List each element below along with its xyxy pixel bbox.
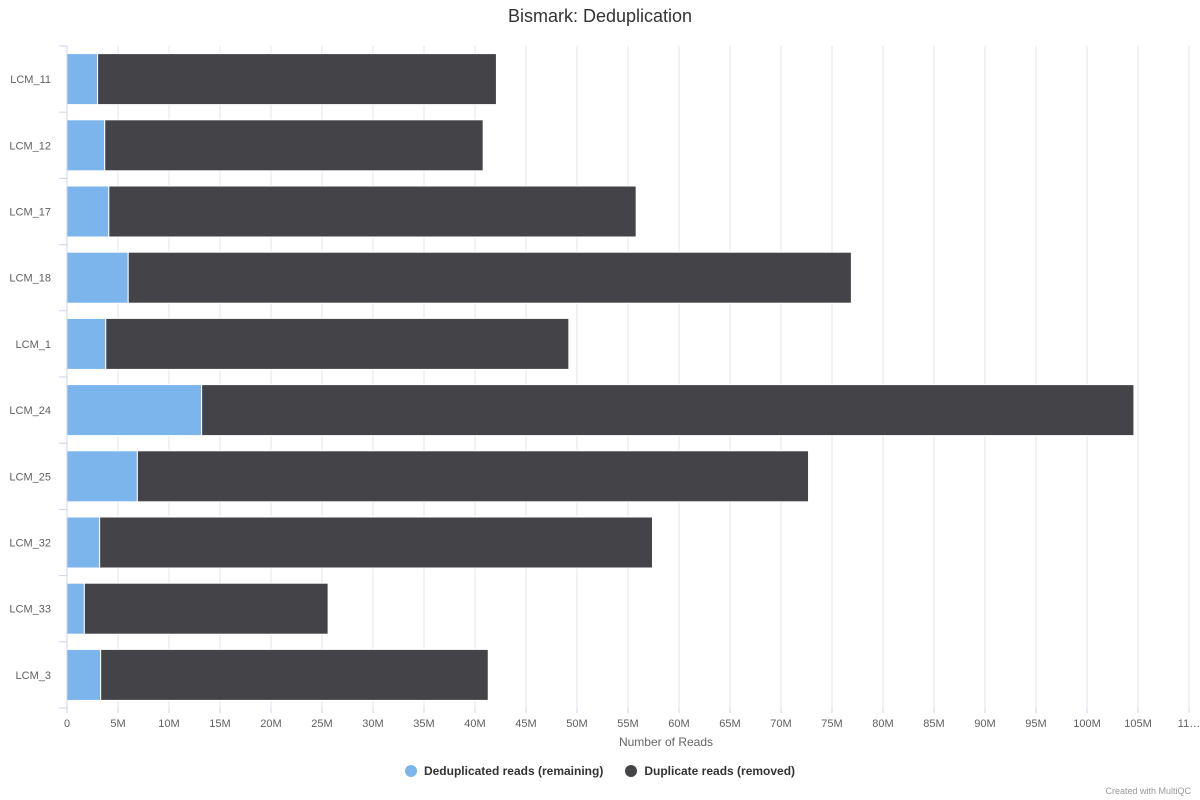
y-tick-label: LCM_32 [9, 538, 51, 550]
bar-duplicate [100, 648, 489, 701]
x-tick-label: 0 [64, 718, 70, 730]
bar-duplicate [83, 582, 329, 635]
y-tick-label: LCM_1 [16, 339, 51, 351]
x-tick-label: 95M [1025, 718, 1046, 730]
x-tick-label: 80M [872, 718, 893, 730]
y-tick-label: LCM_24 [9, 405, 51, 417]
y-tick-label: LCM_25 [9, 471, 51, 483]
y-tick-label: LCM_18 [9, 273, 51, 285]
legend-label-duplicate: Duplicate reads (removed) [644, 764, 796, 778]
bar-deduplicated [66, 516, 101, 569]
bar-deduplicated [66, 648, 102, 701]
y-tick-label: LCM_17 [9, 207, 51, 219]
bar-deduplicated [66, 185, 110, 238]
axis-labels: 0 5M 10M 15M 20M 25M 30M 35M 40M 45M 50M 55M 60M 65M 7… [9, 74, 1200, 749]
x-tick-label: 75M [821, 718, 842, 730]
x-tick-label: 70M [770, 718, 791, 730]
x-tick-label: 85M [923, 718, 944, 730]
bar-deduplicated [66, 251, 129, 304]
bar-duplicate [97, 53, 497, 106]
x-tick-label: 40M [464, 718, 485, 730]
grid-lines [117, 46, 1190, 708]
x-tick-label: 25M [311, 718, 332, 730]
bar-deduplicated [66, 119, 106, 172]
bar-deduplicated [66, 582, 85, 635]
x-tick-label: 5M [110, 718, 125, 730]
x-tick-label: 60M [668, 718, 689, 730]
axes [59, 45, 1190, 713]
x-tick-label: 65M [719, 718, 740, 730]
bar-duplicate [105, 317, 570, 370]
y-tick-label: LCM_33 [9, 604, 51, 616]
legend: Deduplicated reads (remaining) Duplicate… [0, 764, 1200, 778]
x-tick-label: 55M [617, 718, 638, 730]
legend-item-deduplicated[interactable]: Deduplicated reads (remaining) [404, 764, 604, 778]
bar-duplicate [127, 251, 852, 304]
x-tick-label: 100M [1073, 718, 1101, 730]
bar-duplicate [104, 119, 484, 172]
x-tick-label: 105M [1124, 718, 1152, 730]
y-tick-label: LCM_12 [9, 140, 51, 152]
bar-deduplicated [66, 384, 203, 437]
x-tick-label: 45M [515, 718, 536, 730]
x-tick-label: 30M [362, 718, 383, 730]
x-tick-label: 35M [413, 718, 434, 730]
bar-duplicate [108, 185, 637, 238]
y-tick-label: LCM_11 [10, 74, 51, 86]
x-tick-label: 20M [260, 718, 281, 730]
bar-duplicate [136, 450, 810, 503]
bars [66, 53, 1135, 701]
bar-duplicate [201, 384, 1135, 437]
x-axis-title: Number of Reads [619, 735, 713, 749]
bar-deduplicated [66, 450, 138, 503]
x-tick-label: 90M [974, 718, 995, 730]
legend-item-duplicate[interactable]: Duplicate reads (removed) [625, 764, 795, 778]
credits-link[interactable]: Created with MultiQC [1105, 786, 1191, 796]
legend-marker-deduplicated [404, 765, 417, 777]
x-tick-label: 50M [566, 718, 587, 730]
x-tick-label: 10M [158, 718, 179, 730]
bar-deduplicated [66, 317, 107, 370]
chart-title: Bismark: Deduplication [507, 6, 693, 26]
bar-duplicate [99, 516, 653, 569]
bar-deduplicated [66, 53, 99, 106]
legend-label-deduplicated: Deduplicated reads (remaining) [423, 764, 604, 778]
y-tick-label: LCM_3 [16, 670, 51, 682]
x-tick-label: 15M [209, 718, 230, 730]
x-tick-label: 11… [1178, 718, 1200, 730]
legend-marker-duplicate [625, 765, 638, 777]
